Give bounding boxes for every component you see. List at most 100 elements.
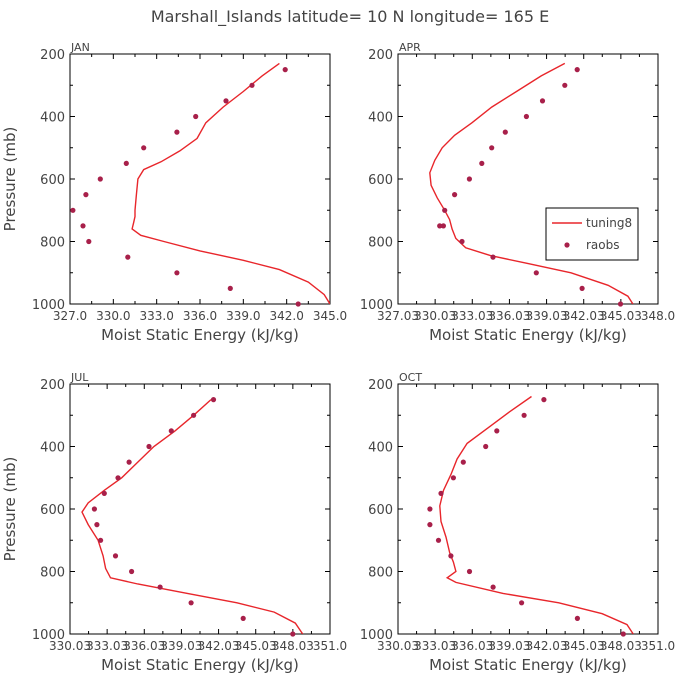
x-tick-label: 345.03 [600, 309, 642, 323]
obs-point [188, 600, 194, 606]
obs-point [519, 600, 525, 606]
x-tick-label: 327.03 [377, 309, 419, 323]
obs-point [452, 192, 458, 198]
x-axis-label: Moist Static Energy (kJ/kg) [101, 326, 299, 344]
x-tick-label: 345.03 [563, 639, 605, 653]
y-tick-label: 1000 [32, 628, 65, 643]
obs-point [533, 270, 539, 276]
x-axis-label: Moist Static Energy (kJ/kg) [429, 326, 627, 344]
y-tick-label: 800 [40, 236, 65, 251]
obs-point [489, 145, 495, 151]
obs-point [141, 145, 147, 151]
x-tick-label: 348.0 [641, 309, 675, 323]
obs-point [168, 428, 174, 434]
obs-point [579, 285, 585, 291]
obs-point [101, 490, 107, 496]
x-tick-label: 333.03 [86, 639, 128, 653]
y-tick-label: 1000 [360, 298, 393, 313]
model-series-line [429, 62, 634, 304]
obs-point [146, 443, 152, 450]
obs-point [282, 67, 288, 73]
panel-oct: OCT 200 400 600 800 1000330.03333.03336.03339… [360, 371, 675, 674]
obs-point [448, 553, 454, 559]
x-tick-label: 348.03 [272, 639, 314, 653]
y-tick-label: 600 [368, 173, 393, 188]
x-tick-label: 339.03 [526, 309, 568, 323]
obs-point [157, 584, 163, 590]
x-tick-label: 336.0 [183, 309, 217, 323]
model-series-line [131, 62, 330, 304]
legend-label-model: tuning8 [586, 216, 632, 230]
obs-point [574, 67, 580, 73]
obs-point [466, 176, 472, 182]
obs-point [459, 238, 465, 245]
obs-point [523, 113, 530, 120]
obs-point [620, 631, 626, 637]
obs-point [249, 82, 255, 88]
obs-point [450, 475, 456, 481]
obs-point [427, 506, 433, 512]
x-tick-label: 327.0 [53, 309, 87, 323]
model-series-line [81, 399, 304, 634]
y-tick-label: 200 [368, 48, 393, 63]
y-tick-label: 400 [40, 441, 65, 456]
obs-point [617, 301, 624, 307]
y-tick-label: 200 [368, 378, 393, 393]
x-axis-label: Moist Static Energy (kJ/kg) [101, 656, 299, 674]
plot-frame [397, 383, 659, 635]
obs-point [490, 254, 496, 260]
obs-point [438, 490, 444, 496]
obs-point [502, 129, 508, 135]
obs-point [437, 223, 443, 229]
y-tick-label: 200 [40, 48, 65, 63]
panel-apr: APR 200 400 600 800 1000327.03330.03333.03336… [360, 41, 675, 344]
x-tick-label: 351.0 [641, 639, 675, 653]
obs-point [427, 522, 433, 528]
x-tick-label: 336.03 [451, 639, 493, 653]
x-tick-label: 330.03 [414, 309, 456, 323]
y-tick-label: 600 [368, 503, 393, 518]
obs-point [483, 443, 489, 450]
x-tick-label: 342.03 [563, 309, 605, 323]
y-tick-label: 800 [40, 566, 65, 581]
obs-point [494, 428, 500, 434]
obs-point [460, 459, 466, 465]
obs-point [290, 631, 296, 637]
y-tick-label: 400 [368, 111, 393, 126]
y-tick-label: 1000 [360, 628, 393, 643]
figure-title: Marshall_Islands latitude= 10 N longitud… [151, 7, 549, 27]
obs-point [442, 207, 448, 213]
obs-point [191, 412, 197, 418]
obs-point [86, 238, 92, 245]
x-tick-label: 342.03 [198, 639, 240, 653]
obs-point [98, 537, 104, 543]
obs-point [70, 207, 76, 213]
x-tick-label: 339.03 [160, 639, 202, 653]
obs-point [295, 301, 301, 307]
obs-point [562, 82, 568, 88]
x-tick-label: 342.0 [269, 309, 303, 323]
x-tick-label: 339.03 [488, 639, 530, 653]
x-tick-label: 348.03 [600, 639, 642, 653]
x-tick-label: 345.03 [235, 639, 277, 653]
x-tick-label: 333.03 [414, 639, 456, 653]
obs-point [435, 537, 442, 543]
y-axis-label: Pressure (mb) [1, 127, 19, 232]
x-tick-label: 339.0 [226, 309, 260, 323]
model-series-line [439, 395, 634, 634]
x-tick-label: 333.0 [139, 309, 173, 323]
y-tick-label: 400 [368, 441, 393, 456]
x-tick-label: 330.03 [377, 639, 419, 653]
obs-point [126, 459, 132, 465]
obs-point [574, 615, 581, 622]
legend: tuning8 raobs [545, 207, 639, 261]
x-tick-label: 330.03 [49, 639, 91, 653]
panel-label: JAN [70, 41, 90, 54]
obs-point [112, 553, 119, 559]
obs-point [174, 270, 180, 276]
y-tick-label: 600 [40, 173, 65, 188]
plot-frame [69, 53, 331, 305]
x-tick-label: 330.0 [96, 309, 130, 323]
